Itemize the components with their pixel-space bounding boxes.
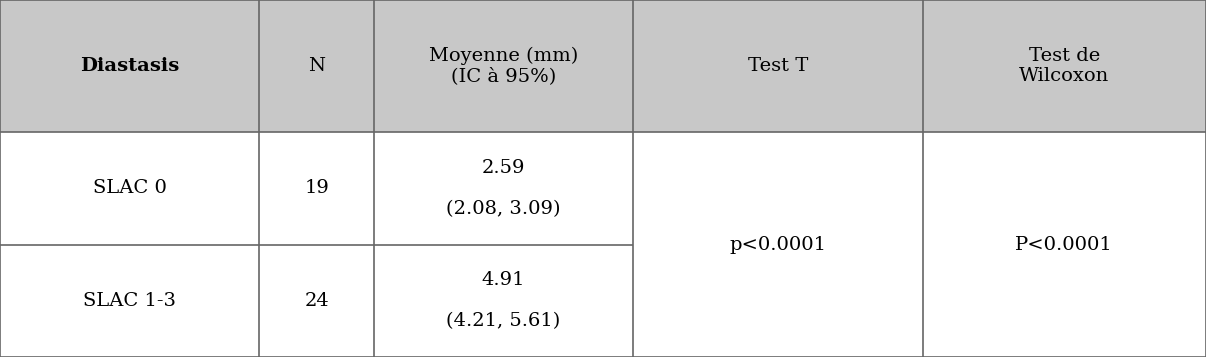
Text: Diastasis: Diastasis <box>80 57 180 75</box>
Bar <box>0 132 1206 245</box>
Text: P<0.0001: P<0.0001 <box>1015 236 1113 253</box>
Text: N: N <box>308 57 326 75</box>
Bar <box>0 245 1206 357</box>
Text: SLAC 0: SLAC 0 <box>93 179 166 197</box>
Bar <box>0 0 1206 132</box>
Text: Moyenne (mm)
(IC à 95%): Moyenne (mm) (IC à 95%) <box>429 46 578 86</box>
Text: 24: 24 <box>304 292 329 310</box>
Text: SLAC 1-3: SLAC 1-3 <box>83 292 176 310</box>
Text: 4.91

(4.21, 5.61): 4.91 (4.21, 5.61) <box>446 271 561 331</box>
Text: Test de
Wilcoxon: Test de Wilcoxon <box>1019 47 1110 85</box>
Text: p<0.0001: p<0.0001 <box>730 236 826 253</box>
Text: 2.59

(2.08, 3.09): 2.59 (2.08, 3.09) <box>446 159 561 218</box>
Text: 19: 19 <box>304 179 329 197</box>
Text: Test T: Test T <box>748 57 808 75</box>
